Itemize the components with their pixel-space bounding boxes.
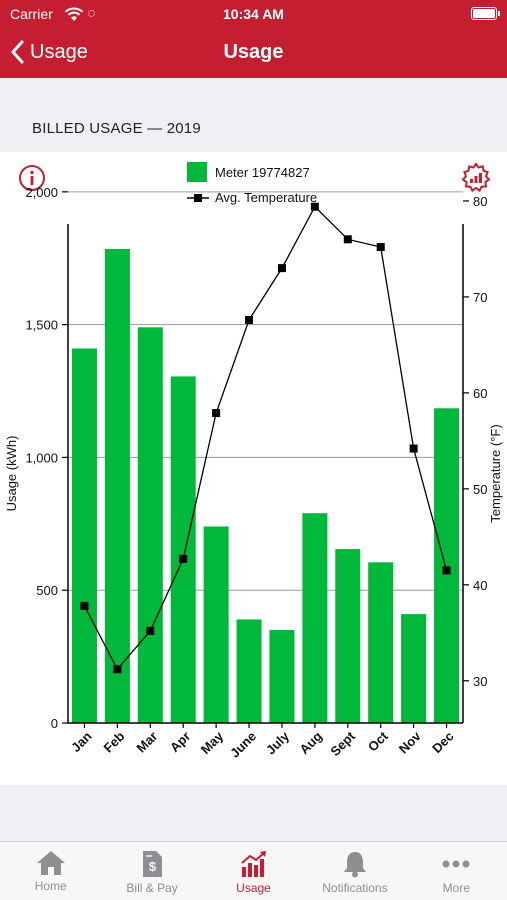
tab-more-label: More [442,881,470,895]
page-title: Usage [223,41,284,63]
bottom-spacer [0,785,507,841]
bar-aug [302,513,328,723]
x-tick-label: Nov [396,728,425,757]
temperature-line [83,205,448,671]
back-button[interactable]: Usage [10,40,88,64]
y2-tick-label: 40 [473,578,487,593]
activity-icon [88,10,95,17]
x-tick-label: Feb [101,728,128,755]
battery-icon [471,7,500,20]
tab-more[interactable]: More [406,842,507,900]
status-time: 10:34 AM [223,6,284,22]
y-tick-label: 0 [51,716,58,731]
y2-tick-label: 60 [473,386,487,401]
temperature-point-aug [310,202,319,211]
info-icon [19,165,45,191]
navigation-bar: Usage Usage [0,28,507,78]
bell-icon [343,852,366,878]
bar-june [236,619,262,723]
x-tick-label: Dec [429,729,456,756]
chevron-left-icon [11,40,24,64]
legend-meter-label: Meter 19774827 [215,164,310,180]
y-tick-label: 1,500 [25,318,58,333]
info-button[interactable] [18,164,46,192]
y2-tick-label: 70 [473,290,487,305]
billed-usage-title: BILLED USAGE — 2019 [32,120,201,137]
y2-tick-label: 80 [473,194,487,209]
bar-nov [401,614,427,723]
bar-dec [434,408,460,723]
x-tick-label: June [227,729,259,761]
y-axis-title: Usage (kWh) [4,436,19,512]
back-button-label: Usage [30,40,88,63]
temperature-point-june [245,315,254,324]
temperature-point-may [212,409,221,418]
temperature-point-oct [376,243,385,252]
x-tick-label: Oct [365,728,391,754]
x-tick-label: July [263,728,293,758]
section-header: BILLED USAGE — 2019 [0,78,507,152]
tab-bill-pay[interactable]: $ Bill & Pay [101,842,202,900]
y-tick-label: 1,000 [25,450,58,465]
tab-usage-label: Usage [236,881,271,895]
legend-temperature-marker [187,193,209,202]
bar-jan [71,348,97,723]
chart-settings-button[interactable] [460,162,492,194]
y2-tick-label: 30 [473,674,487,689]
status-bar: Carrier 10:34 AM [0,0,507,28]
temperature-point-mar [146,626,155,635]
svg-text:$: $ [149,859,157,874]
temperature-point-feb [113,665,122,674]
bar-feb [104,248,130,724]
bar-sept [335,549,361,723]
tab-notifications[interactable]: Notifications [304,842,405,900]
wifi-icon [64,7,84,21]
legend-temperature: Avg. Temperature [187,190,317,205]
y-tick-label: 500 [36,583,58,598]
bar-may [203,526,229,723]
temperature-point-july [277,264,286,273]
y-tick-label: 2,000 [25,185,58,200]
y2-axis-title: Temperature (°F) [488,424,503,522]
legend-meter: Meter 19774827 [187,162,310,182]
gear-chart-icon [461,162,491,193]
bar-oct [368,562,394,723]
bill-icon: $ [143,851,163,877]
tab-usage[interactable]: Usage [203,842,304,900]
tab-home-label: Home [34,879,67,893]
x-tick-label: Jan [68,728,94,754]
legend-temperature-label: Avg. Temperature [215,190,318,205]
x-tick-label: Mar [133,729,160,756]
temperature-point-apr [179,554,188,563]
more-icon [442,860,470,868]
bar-mar [137,327,163,723]
x-tick-label: Sept [327,728,358,759]
bar-apr [170,376,196,723]
x-tick-label: May [198,728,227,757]
temperature-point-jan [80,601,89,610]
tab-home[interactable]: Home [0,842,101,900]
y2-tick-label: 50 [473,482,487,497]
tab-bill-pay-label: Bill & Pay [126,881,178,895]
legend-meter-swatch [187,162,207,182]
usage-chart-card: Meter 19774827 Avg. Temperature 0 500 1,00… [0,152,507,785]
usage-chart-icon [240,851,266,877]
usage-chart: 0 500 1,000 1,500 2,000 30 40 50 60 70 80 Jan Feb Mar… [4,185,503,761]
home-icon [36,851,65,875]
tab-bar: Home $ Bill & Pay Usage Notifications [0,841,507,900]
tab-notifications-label: Notifications [322,881,388,895]
temperature-point-dec [442,566,451,575]
carrier-label: Carrier [10,6,53,22]
x-tick-label: Apr [167,729,193,755]
temperature-point-nov [409,444,418,453]
bar-july [269,630,295,723]
x-tick-label: Aug [297,728,326,757]
temperature-point-sept [343,235,352,244]
